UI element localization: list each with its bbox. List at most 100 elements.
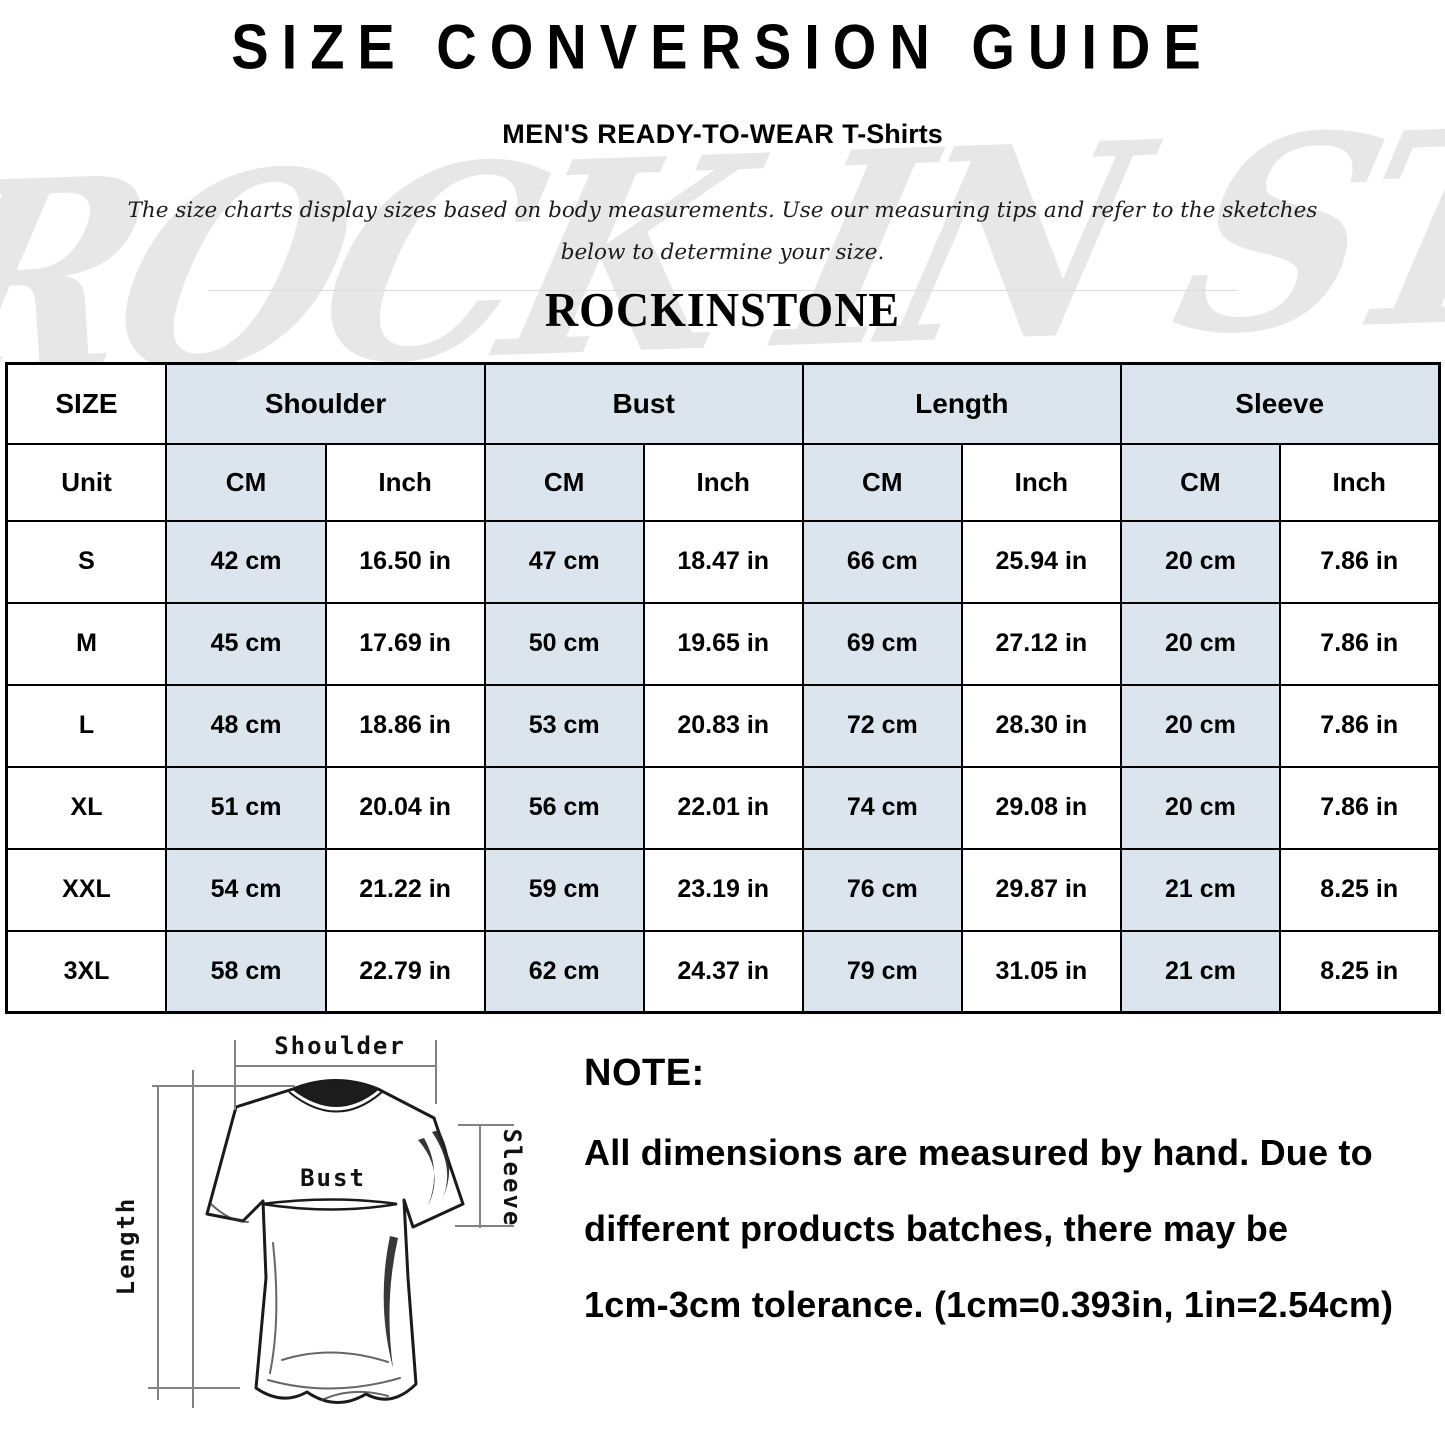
cm-value-cell: 20 cm <box>1119 683 1281 768</box>
cm-value-cell: 48 cm <box>165 683 327 768</box>
note-heading: NOTE: <box>584 1052 705 1094</box>
unit-inch-header: Inch <box>960 442 1122 522</box>
subtitle-main: MEN'S READY-TO-WEAR <box>502 119 835 149</box>
inch-value-cell: 23.19 in <box>642 847 804 932</box>
subtitle-product-type: T-Shirts <box>842 119 943 149</box>
cm-value-cell: 21 cm <box>1119 847 1281 932</box>
inch-value-cell: 19.65 in <box>642 601 804 686</box>
cm-value-cell: 59 cm <box>483 847 645 932</box>
diagram-bust-label: Bust <box>300 1164 366 1192</box>
inch-value-cell: 7.86 in <box>1278 765 1441 850</box>
group-header-length: Length <box>801 362 1122 445</box>
note-line-3: 1cm-3cm tolerance. (1cm=0.393in, 1in=2.5… <box>584 1284 1394 1325</box>
inch-value-cell: 18.86 in <box>324 683 486 768</box>
inch-value-cell: 21.22 in <box>324 847 486 932</box>
cm-value-cell: 21 cm <box>1119 929 1281 1014</box>
cm-value-cell: 76 cm <box>801 847 963 932</box>
cm-value-cell: 66 cm <box>801 519 963 604</box>
inch-value-cell: 31.05 in <box>960 929 1122 1014</box>
brand-name: ROCKINSTONE <box>544 282 901 337</box>
diagram-shoulder-label: Shoulder <box>274 1032 406 1060</box>
collar <box>290 1079 380 1107</box>
group-header-sleeve: Sleeve <box>1119 362 1441 445</box>
table-row: L 48 cm 18.86 in 53 cm 20.83 in 72 cm 28.30 in… <box>4 683 1441 768</box>
inch-value-cell: 29.87 in <box>960 847 1122 932</box>
cm-value-cell: 53 cm <box>483 683 645 768</box>
unit-inch-header: Inch <box>1278 442 1441 522</box>
inch-value-cell: 16.50 in <box>324 519 486 604</box>
cm-value-cell: 72 cm <box>801 683 963 768</box>
cm-value-cell: 54 cm <box>165 847 327 932</box>
description-line-2: below to determine your size. <box>560 240 885 265</box>
note-block: NOTE: All dimensions are measured by han… <box>584 1028 1393 1343</box>
inch-value-cell: 24.37 in <box>642 929 804 1014</box>
group-header-shoulder: Shoulder <box>165 362 486 445</box>
note-line-2: different products batches, there may be <box>584 1208 1289 1249</box>
row-size-label: L <box>4 683 168 768</box>
inch-value-cell: 25.94 in <box>960 519 1122 604</box>
description: The size charts display sizes based on b… <box>0 190 1445 274</box>
cm-value-cell: 74 cm <box>801 765 963 850</box>
unit-cm-header: CM <box>801 442 963 522</box>
inch-value-cell: 29.08 in <box>960 765 1122 850</box>
unit-cm-header: CM <box>165 442 327 522</box>
table-header-row: SIZE Shoulder Bust Length Sleeve <box>4 362 1441 445</box>
inch-value-cell: 7.86 in <box>1278 683 1441 768</box>
inch-value-cell: 22.01 in <box>642 765 804 850</box>
inch-value-cell: 20.04 in <box>324 765 486 850</box>
inch-value-cell: 20.83 in <box>642 683 804 768</box>
row-size-label: M <box>4 601 168 686</box>
size-table-body: S 42 cm 16.50 in 47 cm 18.47 in 66 cm 25.94 in… <box>4 519 1441 1014</box>
row-size-label: S <box>4 519 168 604</box>
row-size-label: 3XL <box>4 929 168 1014</box>
cm-value-cell: 45 cm <box>165 601 327 686</box>
unit-label-cell: Unit <box>4 442 168 522</box>
inch-value-cell: 7.86 in <box>1278 519 1441 604</box>
cm-value-cell: 20 cm <box>1119 601 1281 686</box>
cm-value-cell: 56 cm <box>483 765 645 850</box>
cm-value-cell: 20 cm <box>1119 519 1281 604</box>
size-corner-header: SIZE <box>4 362 168 445</box>
table-row: M 45 cm 17.69 in 50 cm 19.65 in 69 cm 27.12 in… <box>4 601 1441 686</box>
unit-header-row: Unit CM Inch CM Inch CM Inch CM Inch <box>4 442 1441 522</box>
tshirt-sketch: Shoulder Bust Length Sleeve <box>112 1032 526 1408</box>
diagram-sleeve-label: Sleeve <box>498 1129 526 1228</box>
diagram-length-label: Length <box>112 1197 140 1296</box>
wrinkle-shadow <box>383 1236 398 1368</box>
page-title: SIZE CONVERSION GUIDE <box>231 11 1214 82</box>
table-row: S 42 cm 16.50 in 47 cm 18.47 in 66 cm 25.94 in… <box>4 519 1441 604</box>
cm-value-cell: 50 cm <box>483 601 645 686</box>
table-row: 3XL 58 cm 22.79 in 62 cm 24.37 in 79 cm 31.05 … <box>4 929 1441 1014</box>
inch-value-cell: 22.79 in <box>324 929 486 1014</box>
inch-value-cell: 8.25 in <box>1278 847 1441 932</box>
inch-value-cell: 17.69 in <box>324 601 486 686</box>
table-row: XXL 54 cm 21.22 in 59 cm 23.19 in 76 cm 29.87 … <box>4 847 1441 932</box>
cm-value-cell: 42 cm <box>165 519 327 604</box>
cm-value-cell: 20 cm <box>1119 765 1281 850</box>
tshirt-measurement-diagram: Shoulder Bust Length Sleeve <box>90 1028 568 1414</box>
divider-rule <box>207 290 1238 291</box>
unit-cm-header: CM <box>483 442 645 522</box>
row-size-label: XXL <box>4 847 168 932</box>
cm-value-cell: 58 cm <box>165 929 327 1014</box>
group-header-bust: Bust <box>483 362 804 445</box>
table-row: XL 51 cm 20.04 in 56 cm 22.01 in 74 cm 29.08 i… <box>4 765 1441 850</box>
unit-inch-header: Inch <box>324 442 486 522</box>
unit-inch-header: Inch <box>642 442 804 522</box>
description-line-1: The size charts display sizes based on b… <box>127 198 1318 223</box>
size-table: SIZE Shoulder Bust Length Sleeve Unit CM… <box>4 362 1441 1014</box>
cm-value-cell: 69 cm <box>801 601 963 686</box>
inch-value-cell: 7.86 in <box>1278 601 1441 686</box>
row-size-label: XL <box>4 765 168 850</box>
cm-value-cell: 62 cm <box>483 929 645 1014</box>
cm-value-cell: 79 cm <box>801 929 963 1014</box>
cm-value-cell: 47 cm <box>483 519 645 604</box>
subtitle: MEN'S READY-TO-WEAR T-Shirts <box>0 119 1445 150</box>
inch-value-cell: 8.25 in <box>1278 929 1441 1014</box>
cm-value-cell: 51 cm <box>165 765 327 850</box>
inch-value-cell: 28.30 in <box>960 683 1122 768</box>
inch-value-cell: 27.12 in <box>960 601 1122 686</box>
note-line-1: All dimensions are measured by hand. Due… <box>584 1132 1373 1173</box>
inch-value-cell: 18.47 in <box>642 519 804 604</box>
